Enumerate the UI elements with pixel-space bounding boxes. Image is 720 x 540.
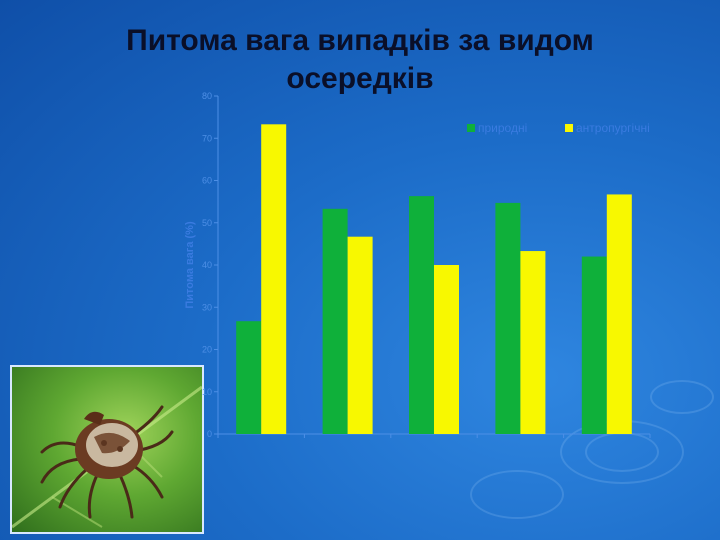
ripple-decoration [470, 470, 564, 519]
y-tick-label: 30 [202, 302, 212, 312]
bar-anthropurgic-3 [434, 265, 459, 434]
legend-label: природні [478, 121, 527, 135]
bar-natural-2 [322, 208, 348, 434]
bar-anthropurgic-2 [347, 236, 373, 434]
y-tick-label: 70 [202, 133, 212, 143]
legend-label: антропургічні [576, 121, 650, 135]
bar-anthropurgic-1 [261, 124, 287, 435]
y-axis-label: Питома вага (%) [184, 221, 196, 309]
legend-swatch [565, 124, 573, 132]
title-line-2: осередків [286, 62, 434, 95]
bar-anthropurgic-4 [520, 251, 546, 434]
y-tick-label: 0 [207, 429, 212, 439]
tick-photo [10, 365, 204, 534]
bar-anthropurgic-5 [606, 194, 632, 434]
y-tick-label: 20 [202, 345, 212, 355]
y-tick-label: 50 [202, 218, 212, 228]
bar-natural-1 [236, 321, 262, 434]
title-line-1: Питома вага випадків за видом [126, 24, 594, 57]
y-tick-label: 10 [202, 387, 212, 397]
y-tick-label: 80 [202, 91, 212, 101]
y-tick-label: 60 [202, 176, 212, 186]
slide-title: Питома вага випадків за видом осередків [60, 22, 660, 98]
ripple-decoration [650, 380, 714, 414]
bar-natural-3 [409, 196, 434, 434]
plot-area: 0 10 20 30 40 50 60 70 80 природні антропургічні [202, 91, 651, 439]
bar-natural-4 [495, 202, 521, 434]
legend-swatch [467, 124, 475, 132]
tick-illustration [12, 385, 202, 529]
y-tick-label: 40 [202, 260, 212, 270]
bar-natural-5 [581, 256, 607, 434]
